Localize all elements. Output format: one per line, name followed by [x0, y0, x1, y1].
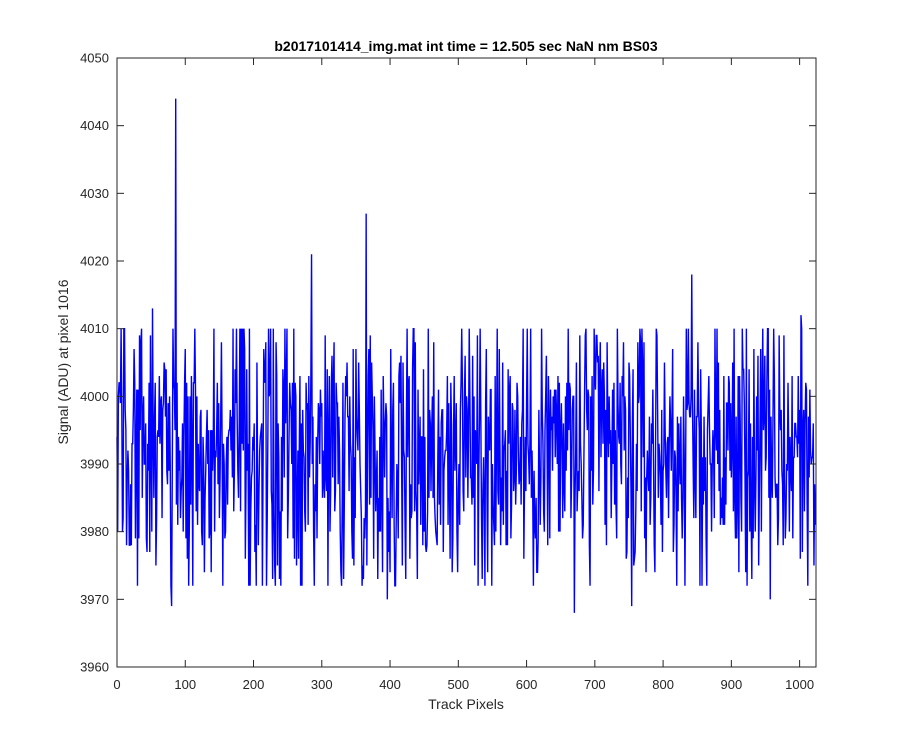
- series-layer: [116, 98, 817, 613]
- chart-title: b2017101414_img.mat int time = 12.505 se…: [274, 38, 657, 54]
- x-axis-label: Track Pixels: [428, 696, 504, 712]
- y-tick-label: 3990: [80, 457, 109, 472]
- y-tick-label: 4030: [80, 186, 109, 201]
- y-tick-label: 3970: [80, 592, 109, 607]
- x-tick-label: 800: [652, 677, 674, 692]
- x-tick-label: 500: [447, 677, 469, 692]
- axes-box: [116, 57, 817, 668]
- y-tick-label: 4050: [80, 51, 109, 66]
- y-axis: 3960 3970 3980 3990 4000 4010 4020 4030 4040 4050: [80, 51, 816, 675]
- signal-series-line: [116, 98, 817, 613]
- y-tick-label: 4000: [80, 389, 109, 404]
- x-tick-label: 400: [379, 677, 401, 692]
- y-tick-label: 4040: [80, 118, 109, 133]
- x-tick-label: 700: [584, 677, 606, 692]
- x-axis: 0 100 200 300 400 500 600 700 800 900 1000: [113, 58, 814, 692]
- y-tick-label: 3980: [80, 524, 109, 539]
- y-axis-label: Signal (ADU) at pixel 1016: [55, 279, 71, 444]
- x-tick-label: 600: [516, 677, 538, 692]
- x-tick-label: 0: [113, 677, 120, 692]
- y-tick-label: 4020: [80, 254, 109, 269]
- x-tick-label: 1000: [785, 677, 814, 692]
- x-tick-label: 900: [721, 677, 743, 692]
- x-tick-label: 100: [174, 677, 196, 692]
- x-tick-label: 200: [243, 677, 265, 692]
- x-tick-label: 300: [311, 677, 333, 692]
- y-tick-label: 4010: [80, 321, 109, 336]
- y-tick-label: 3960: [80, 660, 109, 675]
